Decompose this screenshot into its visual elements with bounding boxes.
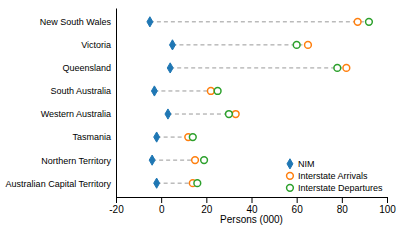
y-tick: Tasmania — [72, 132, 116, 142]
x-tick-label: -20 — [109, 204, 124, 215]
legend-symbol — [287, 159, 293, 169]
point — [207, 88, 214, 95]
point — [214, 88, 221, 95]
point — [343, 65, 350, 72]
x-axis: -20 0 20 40 60 80 100 — [109, 197, 396, 215]
y-tick-label: Tasmania — [72, 132, 111, 142]
series — [185, 18, 361, 186]
y-tick: New South Wales — [40, 17, 116, 27]
point — [167, 63, 173, 73]
x-axis-title: Persons (000) — [220, 214, 283, 225]
y-tick-label: Australian Capital Territory — [6, 179, 112, 189]
point — [149, 155, 155, 165]
point — [154, 132, 160, 142]
point — [189, 134, 196, 141]
point — [192, 157, 199, 164]
x-tick-mark — [252, 197, 253, 203]
y-tick-label: Northern Territory — [41, 156, 111, 166]
chart: -20 0 20 40 60 80 100 New South Wales Victoria Qu… — [0, 0, 397, 227]
x-tick-mark — [342, 197, 343, 203]
y-tick-label: New South Wales — [40, 17, 112, 27]
series — [147, 17, 175, 189]
x-tick-mark — [161, 197, 162, 203]
y-axis-line — [116, 9, 117, 198]
plot-area — [147, 17, 372, 189]
point — [154, 178, 160, 188]
legend-item: Interstate Departures — [287, 183, 383, 193]
connector — [170, 67, 346, 68]
x-tick-label: 80 — [337, 204, 349, 215]
point — [334, 65, 341, 72]
x-tick-label: 20 — [201, 204, 213, 215]
y-tick: Victoria — [81, 40, 116, 50]
point — [226, 111, 233, 118]
x-tick-mark — [297, 197, 298, 203]
point — [170, 40, 176, 50]
series — [189, 18, 372, 186]
legend-symbol — [287, 172, 294, 179]
point — [201, 157, 208, 164]
x-axis-line — [117, 198, 388, 204]
y-tick: Western Australia — [41, 109, 116, 119]
x-tick: 40 — [246, 197, 258, 215]
y-axis: New South Wales Victoria Queensland South A… — [6, 9, 117, 198]
x-tick: 0 — [159, 197, 165, 215]
point — [165, 109, 171, 119]
x-tick: 80 — [337, 197, 349, 215]
x-tick-mark — [206, 197, 207, 203]
legend-item: Interstate Arrivals — [287, 171, 368, 181]
connector — [150, 21, 369, 22]
y-tick-label: Western Australia — [41, 109, 111, 119]
y-tick-label: Victoria — [81, 40, 111, 50]
x-tick: 20 — [201, 197, 213, 215]
point — [305, 41, 312, 48]
point — [366, 18, 373, 25]
x-tick-label: 100 — [379, 204, 396, 215]
y-tick-label: Queensland — [62, 63, 111, 73]
x-tick-mark — [116, 197, 117, 203]
x-tick: -20 — [109, 197, 124, 215]
y-tick-label: South Australia — [50, 86, 111, 96]
legend-symbol — [287, 184, 294, 191]
connector — [172, 44, 308, 45]
y-tick: Australian Capital Territory — [6, 179, 116, 189]
point — [354, 18, 361, 25]
point — [293, 41, 300, 48]
legend-label: Interstate Departures — [298, 183, 383, 193]
legend-label: Interstate Arrivals — [298, 171, 368, 181]
point — [147, 17, 153, 27]
legend-label: NIM — [298, 159, 315, 169]
point — [194, 180, 201, 187]
point — [232, 111, 239, 118]
y-tick: South Australia — [50, 86, 116, 96]
legend: NIM Interstate Arrivals Interstate Departu… — [287, 159, 383, 193]
x-tick: 100 — [379, 197, 396, 215]
point — [151, 86, 157, 96]
x-tick: 60 — [292, 197, 304, 215]
x-tick-mark — [387, 197, 388, 203]
x-tick-label: 0 — [159, 204, 165, 215]
x-tick-label: 60 — [292, 204, 304, 215]
y-tick: Northern Territory — [41, 156, 116, 166]
legend-item: NIM — [287, 159, 314, 169]
y-tick: Queensland — [62, 63, 116, 73]
